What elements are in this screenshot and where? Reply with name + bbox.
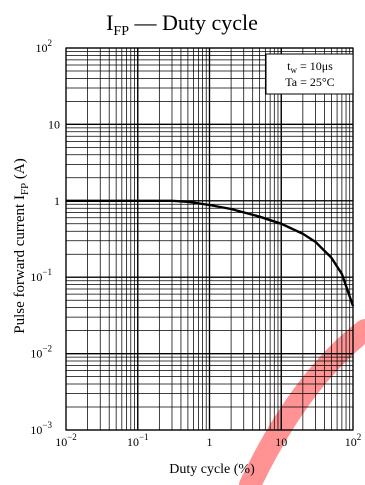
- y-axis-label-sub: FP: [19, 183, 31, 195]
- chart-title-rest: — Duty cycle: [129, 10, 258, 35]
- x-tick-label: 10−1: [127, 432, 149, 449]
- y-tick-labels: 102 10 1 10−1 10−2 10−3: [30, 38, 60, 437]
- condition-pulse-width: tw = 10μs: [287, 59, 333, 75]
- y-tick-label: 1: [54, 194, 60, 208]
- chart-title-sub: FP: [113, 24, 129, 39]
- y-axis-label: Pulse forward current IFP (A): [12, 158, 31, 334]
- y-tick-label: 10: [48, 117, 60, 131]
- x-tick-labels: 10−2 10−1 1 10 102: [55, 432, 361, 449]
- x-tick-label: 1: [207, 435, 213, 449]
- x-tick-label: 10: [275, 435, 287, 449]
- y-tick-label: 10−1: [30, 267, 52, 284]
- y-tick-label: 102: [36, 38, 53, 55]
- conditions-frame: [265, 53, 354, 95]
- plot-frame: [65, 47, 354, 431]
- y-tick-label: 10−3: [30, 420, 52, 437]
- series-line: [66, 199, 355, 307]
- y-axis-label-unit: (A): [12, 158, 28, 183]
- chart-title-main: I: [106, 10, 113, 35]
- y-tick-label: 10−2: [30, 344, 52, 361]
- chart-title: IFP — Duty cycle: [106, 10, 258, 39]
- condition-temperature: Ta = 25°C: [285, 75, 334, 89]
- x-tick-label: 10−2: [55, 432, 77, 449]
- conditions-box: tw = 10μs Ta = 25°C: [265, 53, 354, 95]
- x-tick-label: 102: [345, 432, 362, 449]
- x-axis-label: Duty cycle (%): [169, 462, 255, 477]
- grid-lines: [65, 47, 354, 431]
- y-axis-label-main: Pulse forward current I: [12, 195, 28, 334]
